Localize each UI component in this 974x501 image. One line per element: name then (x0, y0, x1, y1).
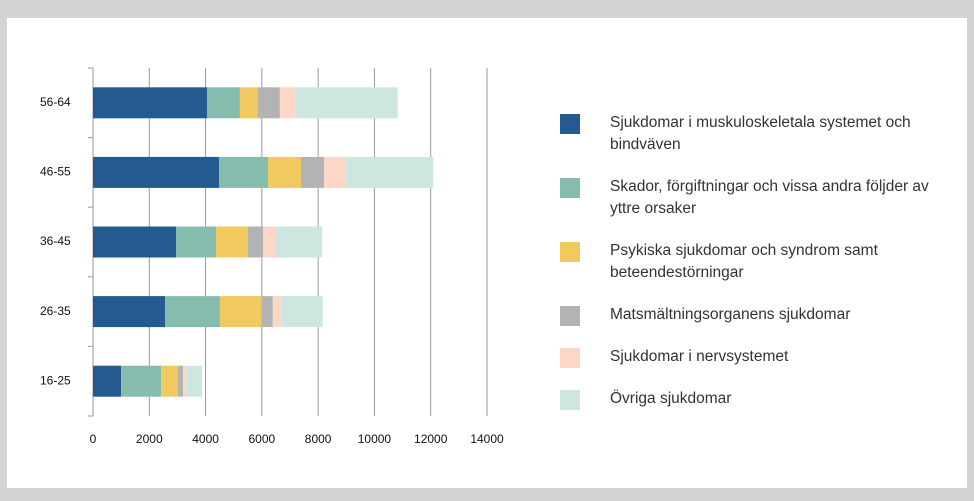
legend-label: Matsmältningsorganens sjukdomar (610, 306, 851, 323)
bar-segment (161, 365, 178, 397)
bar-segment (248, 226, 263, 258)
bar-segment (219, 296, 262, 328)
legend-label: Skador, förgiftningar och vissa andra fö… (610, 178, 929, 217)
x-tick-label: 6000 (249, 432, 276, 446)
bar-segment (275, 226, 323, 258)
bar-segment (93, 156, 220, 188)
legend-label: Övriga sjukdomar (610, 390, 732, 407)
legend-swatch (560, 306, 580, 326)
bar-segment (345, 156, 434, 188)
legend-item: Sjukdomar i muskuloskeletala systemet oc… (560, 112, 930, 156)
legend-swatch (560, 348, 580, 368)
legend-item: Övriga sjukdomar (560, 388, 930, 410)
panel: 0 2000 4000 6000 8000 10000 12000 14000 56-64 46-… (7, 18, 967, 488)
bar-segment (121, 365, 162, 397)
x-tick-label: 10000 (358, 432, 392, 446)
bar-segment (219, 156, 269, 188)
bar-segment (215, 226, 249, 258)
bar-segment (262, 226, 276, 258)
x-tick-label: 0 (90, 432, 97, 446)
bar-segment (93, 226, 177, 258)
bar-segment (280, 296, 323, 328)
bar-segment (186, 365, 203, 397)
bar-segment (272, 296, 281, 328)
x-tick-label: 4000 (192, 432, 219, 446)
x-tick-label: 12000 (414, 432, 448, 446)
bar-segment (177, 365, 184, 397)
chart: 0 2000 4000 6000 8000 10000 12000 14000 56-64 46-… (40, 67, 504, 446)
x-tick-label: 8000 (305, 432, 332, 446)
bar-segment (176, 226, 216, 258)
legend-swatch (560, 114, 580, 134)
bar-segment (206, 87, 240, 119)
bar-segment (257, 87, 280, 119)
y-tick-label: 36-45 (40, 234, 71, 248)
bar-segment (93, 87, 207, 119)
bar-segment (300, 156, 325, 188)
legend-item: Sjukdomar i nervsystemet (560, 346, 930, 368)
legend-item: Matsmältningsorganens sjukdomar (560, 304, 930, 326)
legend-swatch (560, 242, 580, 262)
y-tick-label: 56-64 (40, 95, 71, 109)
bar-segment (295, 87, 398, 119)
bar-segment (324, 156, 346, 188)
legend-swatch (560, 178, 580, 198)
legend-item: Psykiska sjukdomar och syndrom samt bete… (560, 240, 930, 284)
y-tick-label: 46-55 (40, 165, 71, 179)
x-tick-label: 2000 (136, 432, 163, 446)
legend-swatch (560, 390, 580, 410)
y-tick-label: 16-25 (40, 373, 71, 387)
bar-segment (165, 296, 220, 328)
bar-segment (261, 296, 273, 328)
bar-segment (239, 87, 258, 119)
bar-segment (279, 87, 296, 119)
bar-segment (183, 365, 187, 397)
legend-label: Psykiska sjukdomar och syndrom samt bete… (610, 242, 878, 281)
y-tick-label: 26-35 (40, 304, 71, 318)
bar-segment (93, 365, 122, 397)
legend-label: Sjukdomar i nervsystemet (610, 348, 789, 365)
legend-label: Sjukdomar i muskuloskeletala systemet oc… (610, 114, 911, 153)
legend: Sjukdomar i muskuloskeletala systemet oc… (560, 112, 930, 430)
bar-segment (93, 296, 166, 328)
x-tick-label: 14000 (470, 432, 504, 446)
bar-segment (268, 156, 301, 188)
legend-item: Skador, förgiftningar och vissa andra fö… (560, 176, 930, 220)
